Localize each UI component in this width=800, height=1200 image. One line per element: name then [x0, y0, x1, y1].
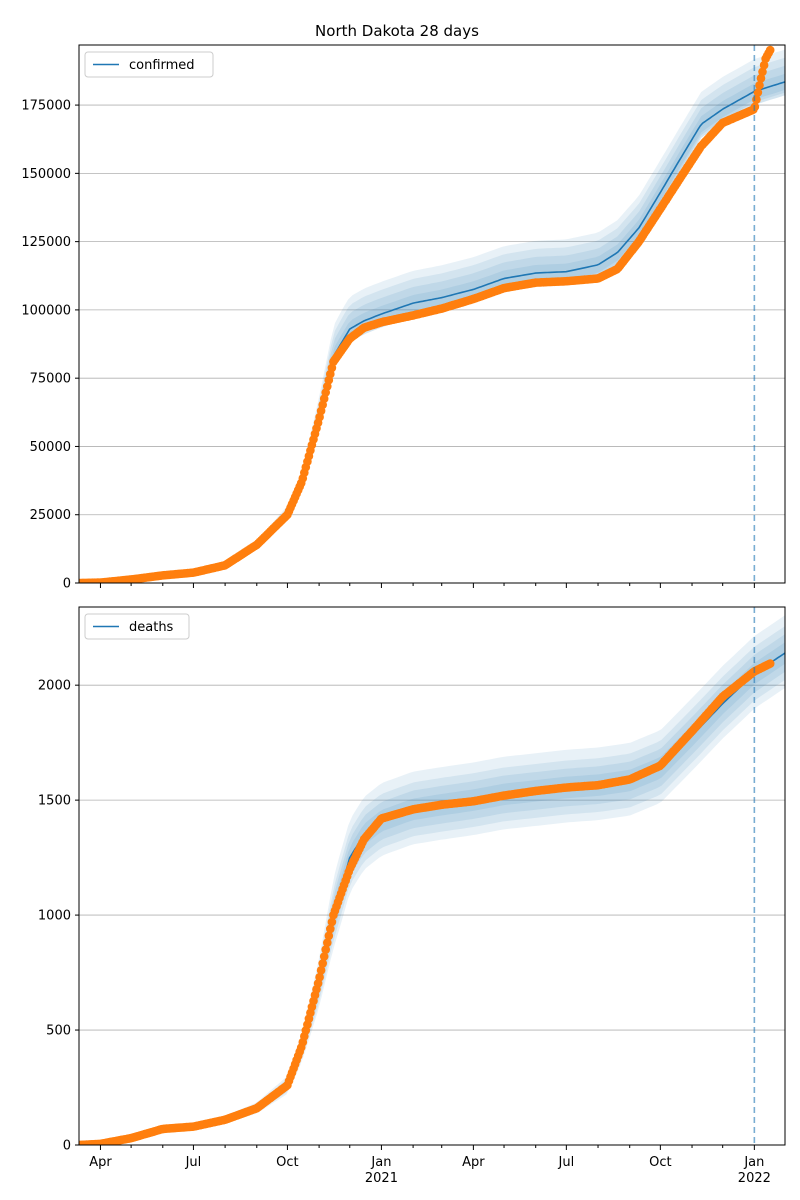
observed-point — [321, 945, 331, 954]
y-tick-label: 125000 — [21, 235, 71, 250]
y-tick-label: 25000 — [30, 508, 71, 523]
y-tick-label: 75000 — [30, 372, 71, 387]
plot-area — [79, 45, 785, 583]
x-tick-label: Jan — [743, 1155, 764, 1170]
x-tick-year-label: 2022 — [738, 1171, 771, 1186]
observed-point — [318, 959, 328, 968]
y-tick-label: 150000 — [21, 167, 71, 182]
uncertainty-band-0 — [79, 49, 785, 583]
observed-point — [315, 972, 324, 982]
plot-area — [79, 615, 785, 1145]
observed-points — [79, 45, 775, 583]
observed-point — [755, 81, 764, 90]
y-tick-label: 1000 — [38, 909, 71, 924]
uncertainty-band-1 — [79, 57, 785, 583]
observed-point — [765, 45, 775, 55]
legend-label: deaths — [129, 620, 174, 635]
observed-point — [756, 74, 766, 83]
y-tick-label: 100000 — [21, 303, 71, 318]
observed-point — [759, 60, 769, 70]
x-tick-year-label: 2021 — [365, 1171, 398, 1186]
y-tick-label: 1500 — [38, 794, 71, 809]
y-tick-label: 0 — [63, 577, 71, 592]
y-tick-label: 175000 — [21, 99, 71, 114]
legend-label: confirmed — [129, 58, 195, 73]
confirmed-panel: 0 25000 50000 75000 100000 125000 150000 175000… — [21, 44, 786, 592]
observed-point — [324, 931, 334, 941]
observed-point — [758, 67, 767, 77]
x-tick-label: Jan — [370, 1155, 391, 1170]
y-tick-label: 50000 — [30, 440, 71, 455]
observed-point — [316, 966, 326, 975]
observed-point — [327, 917, 337, 927]
observed-point — [326, 924, 335, 934]
x-tick-label: Jul — [185, 1155, 202, 1170]
observed-point — [319, 952, 329, 961]
x-tick-label: Jul — [558, 1155, 575, 1170]
observed-point — [752, 95, 761, 104]
legend-box — [84, 613, 190, 640]
y-tick-label: 2000 — [38, 679, 71, 694]
x-tick-label: Apr — [89, 1155, 112, 1170]
observed-point — [765, 659, 775, 668]
legend-box — [84, 51, 214, 78]
uncertainty-band-2 — [79, 65, 785, 583]
chart-title: North Dakota 28 days — [315, 22, 479, 40]
x-tick-label: Oct — [649, 1155, 671, 1170]
y-tick-label: 500 — [46, 1024, 71, 1039]
observed-point — [753, 88, 763, 97]
uncertainty-band-0 — [79, 615, 785, 1145]
x-tick-label: Oct — [276, 1155, 298, 1170]
legend: deaths — [84, 613, 190, 640]
legend: confirmed — [84, 51, 214, 78]
observed-point — [323, 938, 332, 947]
x-tick-label: Apr — [462, 1155, 485, 1170]
observed-points — [79, 659, 775, 1145]
y-tick-label: 0 — [63, 1139, 71, 1154]
axes-frame — [78, 44, 786, 584]
axes-frame — [78, 606, 786, 1146]
